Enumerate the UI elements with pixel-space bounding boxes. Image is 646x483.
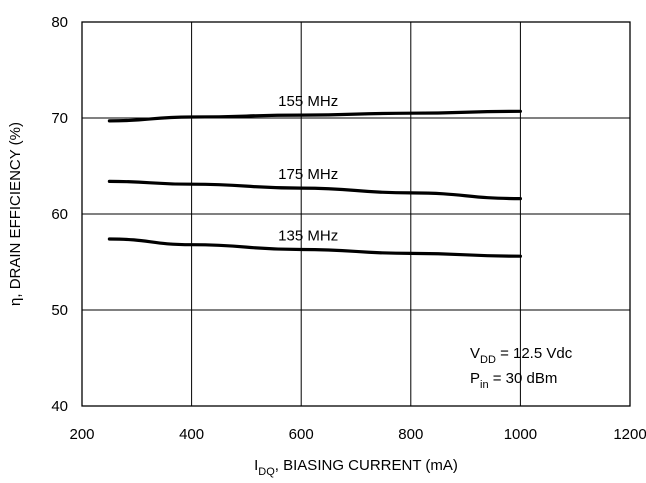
series-label: 175 MHz: [278, 166, 338, 183]
y-tick-label: 40: [51, 398, 68, 415]
series-label: 155 MHz: [278, 93, 338, 110]
x-axis-title: IDQ, BIASING CURRENT (mA): [254, 457, 458, 478]
y-tick-label: 50: [51, 302, 68, 319]
x-tick-label: 600: [289, 426, 314, 443]
series-line-135-mhz: [107, 237, 522, 258]
series-line-155-mhz: [107, 109, 522, 123]
series-labels: 155 MHz 175 MHz 135 MHz: [278, 93, 338, 244]
annotation-vdd: VDD = 12.5 Vdc: [470, 345, 573, 366]
y-axis-title: η, DRAIN EFFICIENCY (%): [7, 122, 24, 306]
annotation-pin: Pin = 30 dBm: [470, 370, 557, 391]
series-line-175-mhz: [107, 179, 522, 201]
x-tick-label: 1200: [613, 426, 646, 443]
y-tick-label: 80: [51, 14, 68, 31]
x-tick-label: 400: [179, 426, 204, 443]
x-tick-label: 200: [69, 426, 94, 443]
grid-lines: [82, 22, 630, 406]
x-tick-label: 800: [398, 426, 423, 443]
y-tick-label: 70: [51, 110, 68, 127]
y-tick-labels: 40 50 60 70 80: [51, 14, 68, 415]
x-tick-label: 1000: [504, 426, 537, 443]
series-label: 135 MHz: [278, 228, 338, 245]
series-lines: [107, 109, 522, 258]
x-tick-labels: 200 400 600 800 1000 1200: [69, 426, 646, 443]
y-tick-label: 60: [51, 206, 68, 223]
